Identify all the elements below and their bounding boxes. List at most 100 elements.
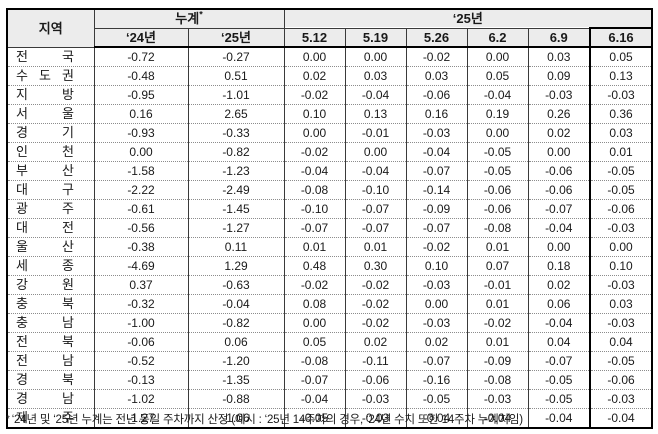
value-cell-5-12: 0.00 — [283, 47, 346, 67]
value-cell-6-9: 0.06 — [527, 294, 591, 314]
value-cell-6-16-highlighted: 0.03 — [588, 294, 654, 314]
value-cell-6-16-highlighted: 0.05 — [588, 47, 654, 67]
regional-price-index-table: 지역 누계* ‘25년 ‘24년 ‘25년 5.12 5.19 5.26 6.2… — [6, 8, 654, 429]
value-cell-cumulative-24: -1.00 — [93, 313, 189, 333]
value-cell-5-26: 0.10 — [405, 256, 468, 276]
value-cell-cumulative-24: -1.02 — [93, 389, 189, 409]
value-cell-5-26: -0.06 — [405, 85, 468, 105]
value-cell-5-19: 0.00 — [344, 142, 407, 162]
value-cell-5-26: 0.00 — [405, 294, 468, 314]
table-header: 지역 누계* ‘25년 ‘24년 ‘25년 5.12 5.19 5.26 6.2… — [6, 9, 654, 48]
column-header-date-5-12: 5.12 — [283, 28, 346, 48]
value-cell-5-19: -0.07 — [344, 218, 407, 238]
value-cell-6-9: 0.04 — [527, 332, 591, 352]
value-cell-6-16-highlighted: -0.05 — [588, 351, 654, 371]
value-cell-6-16-highlighted: 0.03 — [588, 123, 654, 143]
value-cell-5-19: -0.06 — [344, 370, 407, 390]
value-cell-6-9: 0.02 — [527, 275, 591, 295]
value-cell-cumulative-25: 2.65 — [187, 104, 285, 124]
value-cell-6-16-highlighted: 0.00 — [588, 237, 654, 257]
value-cell-5-26: -0.14 — [405, 180, 468, 200]
header-group-row: 지역 누계* ‘25년 — [6, 9, 653, 48]
value-cell-5-12: -0.07 — [283, 370, 346, 390]
value-cell-5-12: -0.10 — [283, 199, 346, 219]
value-cell-5-19: 0.00 — [344, 47, 407, 67]
value-cell-6-16-highlighted: -0.03 — [588, 85, 654, 105]
value-cell-cumulative-25: 0.51 — [187, 66, 285, 86]
value-cell-6-2: -0.05 — [466, 161, 529, 181]
value-cell-5-12: 0.00 — [283, 123, 346, 143]
value-cell-cumulative-25: 1.29 — [187, 256, 285, 276]
value-cell-cumulative-25: 0.06 — [187, 332, 285, 352]
value-cell-6-9: -0.05 — [527, 370, 591, 390]
value-cell-5-19: -0.02 — [344, 275, 407, 295]
value-cell-5-19: -0.03 — [344, 389, 407, 409]
value-cell-6-9: -0.06 — [527, 180, 591, 200]
column-header-year25-group: ‘25년 — [283, 9, 653, 29]
value-cell-cumulative-24: -4.69 — [93, 256, 189, 276]
value-cell-6-16-highlighted: -0.03 — [588, 313, 654, 333]
value-cell-cumulative-25: -0.82 — [187, 142, 285, 162]
value-cell-5-26: -0.03 — [405, 275, 468, 295]
value-cell-5-19: -0.11 — [344, 351, 407, 371]
value-cell-cumulative-24: -1.27 — [93, 408, 189, 428]
value-cell-6-9: 0.02 — [527, 123, 591, 143]
value-cell-cumulative-24: -0.32 — [93, 294, 189, 314]
value-cell-cumulative-24: -2.22 — [93, 180, 189, 200]
value-cell-cumulative-25: -2.49 — [187, 180, 285, 200]
value-cell-5-26: -0.04 — [405, 408, 468, 428]
value-cell-6-2: -0.09 — [466, 351, 529, 371]
value-cell-cumulative-25: -0.27 — [187, 47, 285, 67]
value-cell-cumulative-24: -0.56 — [93, 218, 189, 238]
value-cell-5-19: -0.04 — [344, 161, 407, 181]
column-header-date-6-9: 6.9 — [527, 28, 591, 48]
value-cell-5-12: -0.02 — [283, 142, 346, 162]
value-cell-cumulative-24: -0.38 — [93, 237, 189, 257]
value-cell-5-26: -0.03 — [405, 313, 468, 333]
column-header-year25-cumulative: ‘25년 — [187, 28, 285, 48]
value-cell-6-2: -0.06 — [466, 199, 529, 219]
value-cell-cumulative-25: 0.11 — [187, 237, 285, 257]
value-cell-cumulative-24: -0.95 — [93, 85, 189, 105]
value-cell-5-26: -0.02 — [405, 47, 468, 67]
value-cell-5-26: -0.05 — [405, 389, 468, 409]
column-header-date-6-16-highlighted: 6.16 — [588, 27, 654, 48]
footnote: * ‘24년 및 ‘25년 누계는 전년 동일 주차까지 산정 (예시 : ‘25… — [6, 411, 656, 427]
value-cell-6-9: -0.04 — [527, 408, 591, 428]
value-cell-5-12: 0.02 — [283, 66, 346, 86]
value-cell-cumulative-24: 0.37 — [93, 275, 189, 295]
column-header-year24-cumulative: ‘24년 — [93, 28, 189, 48]
value-cell-6-9: 0.09 — [527, 66, 591, 86]
price-index-table-container: 지역 누계* ‘25년 ‘24년 ‘25년 5.12 5.19 5.26 6.2… — [6, 8, 654, 429]
value-cell-5-26: -0.04 — [405, 142, 468, 162]
value-cell-5-19: -0.01 — [344, 123, 407, 143]
value-cell-cumulative-25: -1.01 — [187, 85, 285, 105]
value-cell-cumulative-24: -0.93 — [93, 123, 189, 143]
value-cell-6-2: -0.05 — [466, 142, 529, 162]
value-cell-5-26: -0.07 — [405, 161, 468, 181]
